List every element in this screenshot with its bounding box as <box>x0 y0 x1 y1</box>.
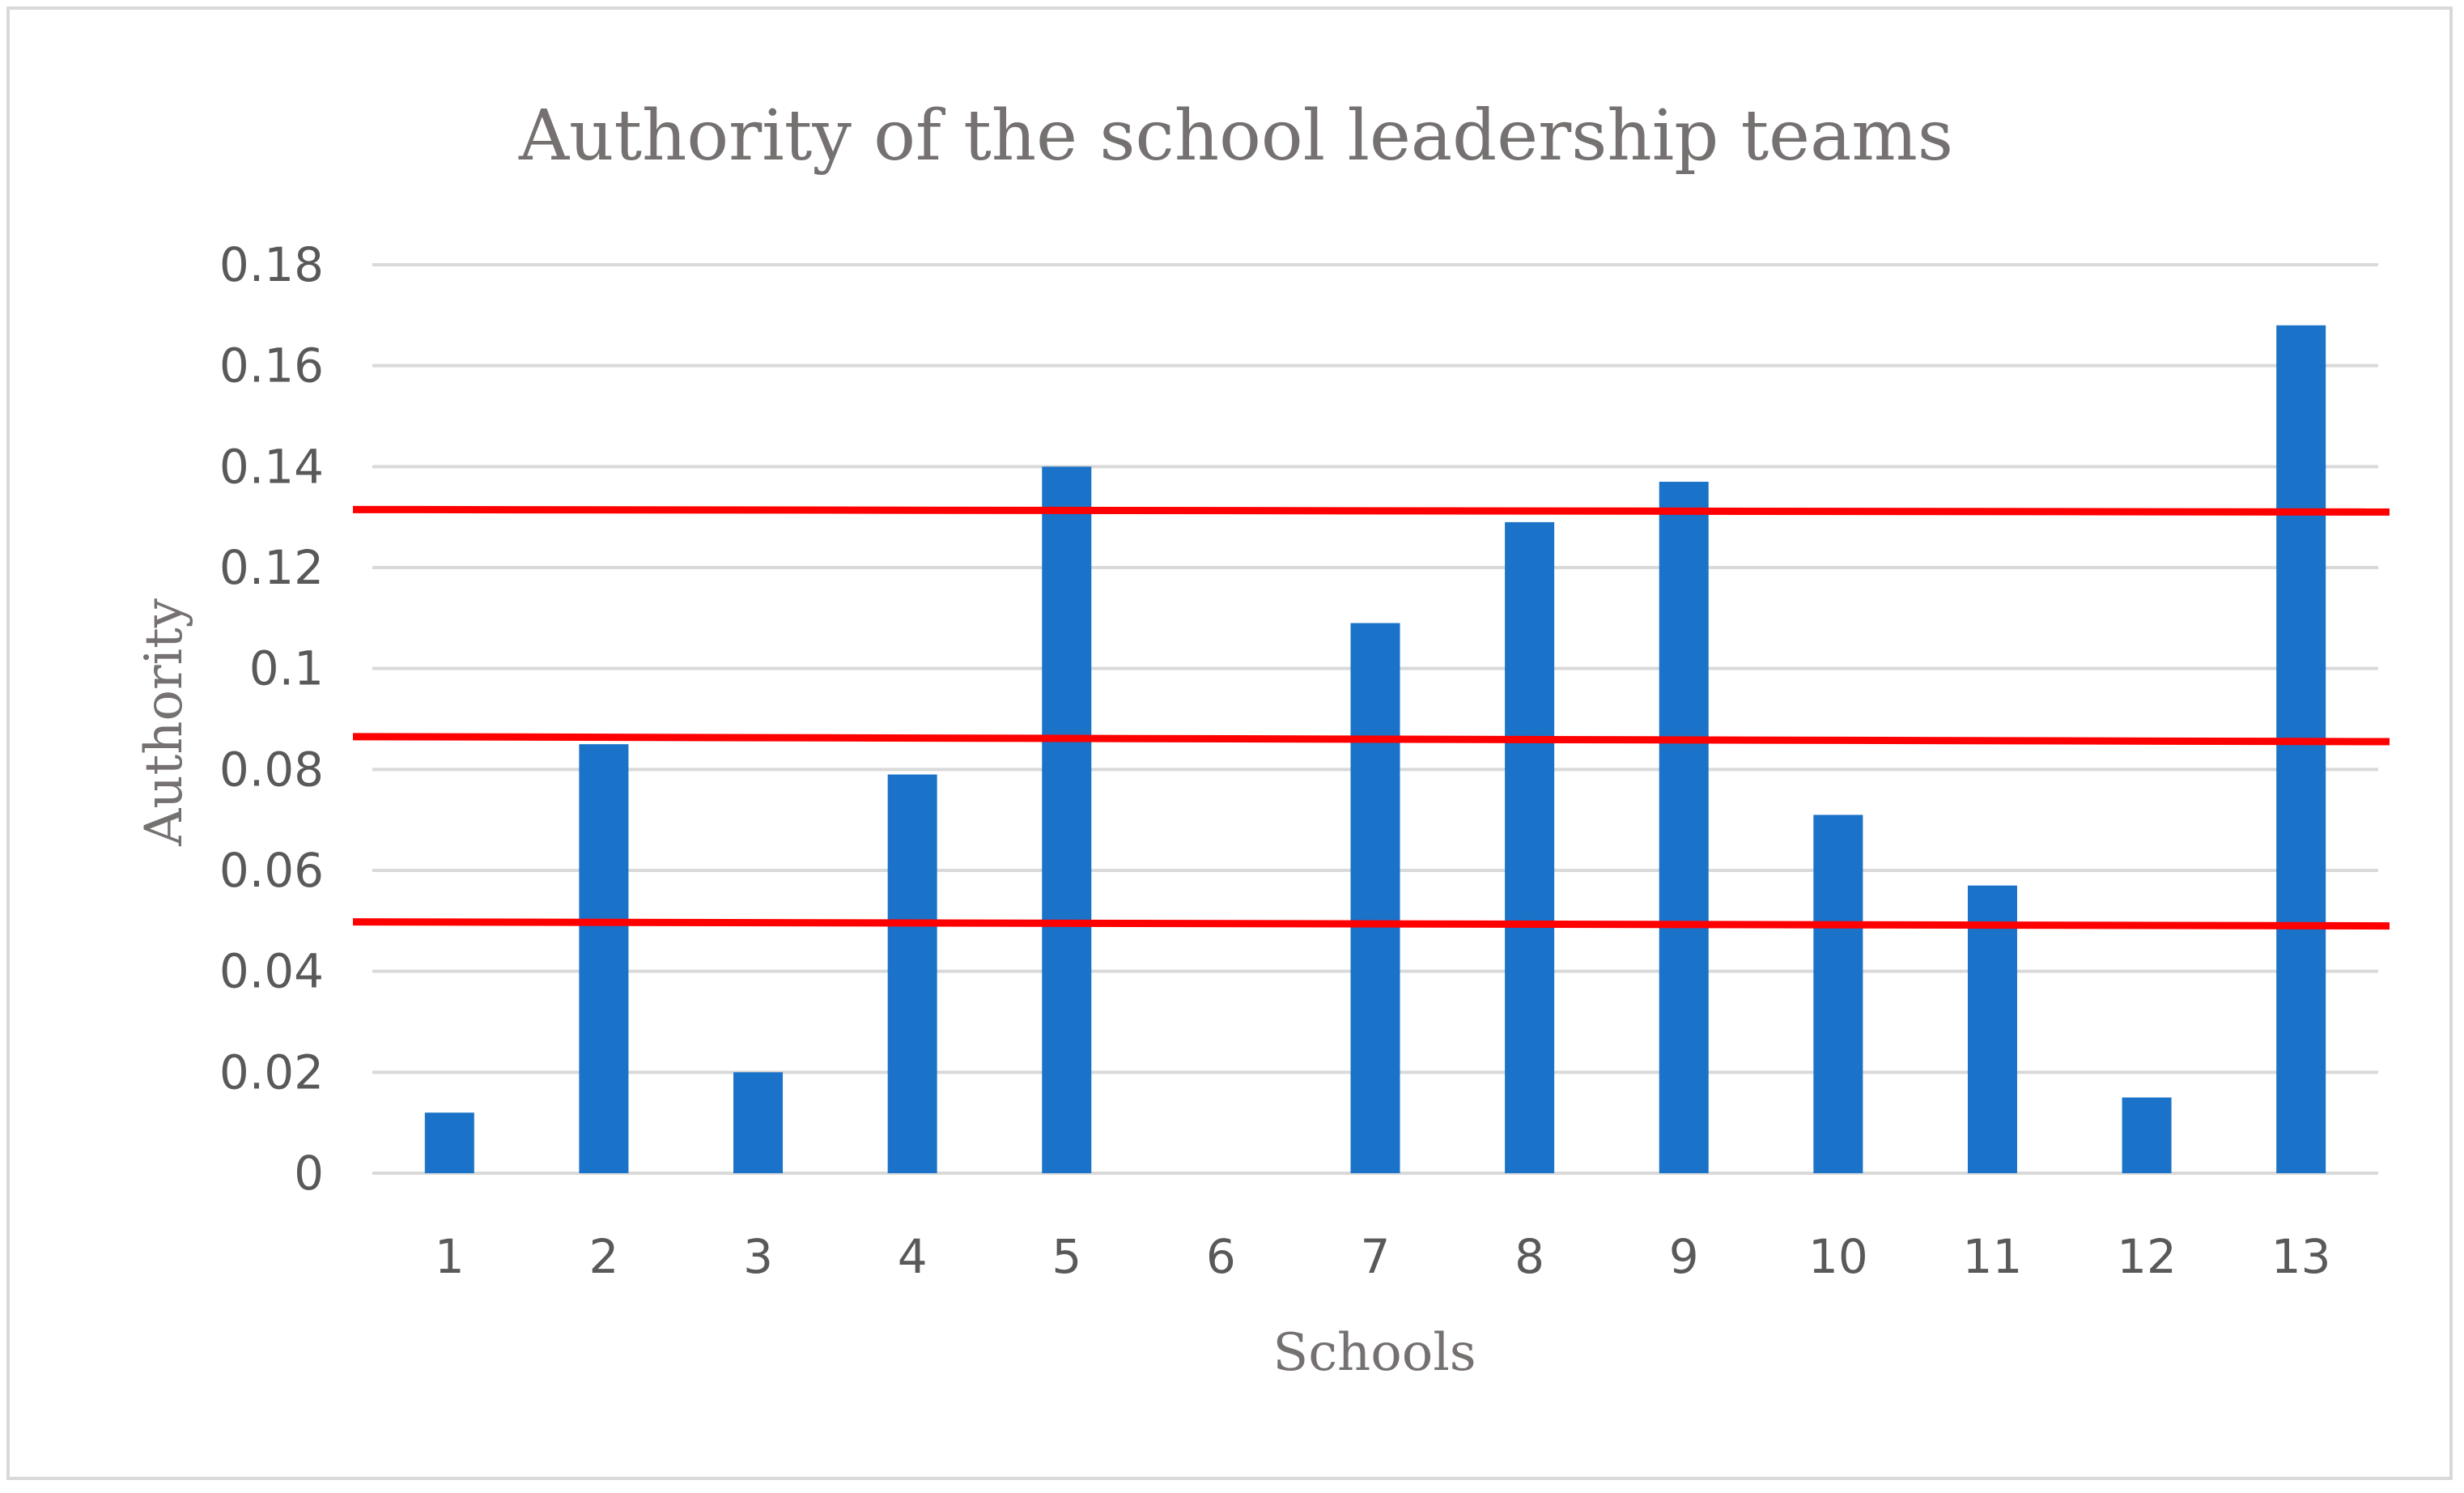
x-tick-label: 10 <box>1808 1229 1868 1284</box>
chart-frame: Authority of the school leadership teams… <box>6 6 2453 1480</box>
y-tick-label: 0.08 <box>219 742 324 797</box>
y-tick-label: 0.16 <box>219 338 324 393</box>
x-tick-label: 12 <box>2117 1229 2177 1284</box>
bar-school-12 <box>2122 1097 2172 1173</box>
bar-school-5 <box>1042 466 1092 1173</box>
y-tick-label: 0.14 <box>219 439 324 494</box>
bar-chart: Authority of the school leadership teams… <box>134 96 2390 1383</box>
bar-school-4 <box>887 774 937 1173</box>
bar-school-11 <box>1967 885 2017 1173</box>
x-tick-label: 2 <box>588 1229 618 1284</box>
reference-lines <box>352 505 2390 930</box>
y-axis-tick-labels: 0 0.02 0.04 0.06 0.08 0.1 0.12 0.14 0.16 0.18 <box>219 237 324 1201</box>
y-tick-label: 0.18 <box>219 237 324 292</box>
x-tick-label: 9 <box>1669 1229 1699 1284</box>
y-tick-label: 0.1 <box>249 641 324 696</box>
bar-school-3 <box>733 1072 784 1173</box>
x-axis-tick-labels: 1 2 3 4 5 6 7 8 9 10 11 12 13 <box>435 1229 2331 1284</box>
chart-title: Authority of the school leadership teams <box>518 96 1953 177</box>
bar-school-9 <box>1659 482 1709 1173</box>
y-axis-title: Authority <box>134 598 194 847</box>
reference-line <box>352 505 2390 516</box>
x-tick-label: 6 <box>1206 1229 1236 1284</box>
x-axis-title: Schools <box>1272 1323 1476 1383</box>
bar-school-7 <box>1350 623 1400 1173</box>
bar-school-10 <box>1813 815 1863 1173</box>
y-tick-label: 0 <box>294 1146 324 1201</box>
y-tick-label: 0.04 <box>219 944 324 999</box>
y-tick-label: 0.02 <box>219 1044 324 1100</box>
y-tick-label: 0.06 <box>219 843 324 898</box>
bars <box>424 325 2326 1173</box>
x-tick-label: 4 <box>898 1229 928 1284</box>
reference-line <box>352 918 2390 930</box>
x-tick-label: 3 <box>743 1229 773 1284</box>
bar-school-2 <box>579 744 629 1173</box>
x-tick-label: 13 <box>2271 1229 2331 1284</box>
reference-line <box>352 733 2390 746</box>
x-tick-label: 1 <box>435 1229 465 1284</box>
bar-school-1 <box>424 1112 474 1173</box>
x-tick-label: 7 <box>1361 1229 1391 1284</box>
x-tick-label: 8 <box>1515 1229 1544 1284</box>
x-tick-label: 11 <box>1963 1229 2023 1284</box>
y-tick-label: 0.12 <box>219 540 324 595</box>
bar-school-13 <box>2276 325 2326 1173</box>
bar-school-8 <box>1505 521 1555 1173</box>
x-tick-label: 5 <box>1051 1229 1081 1284</box>
